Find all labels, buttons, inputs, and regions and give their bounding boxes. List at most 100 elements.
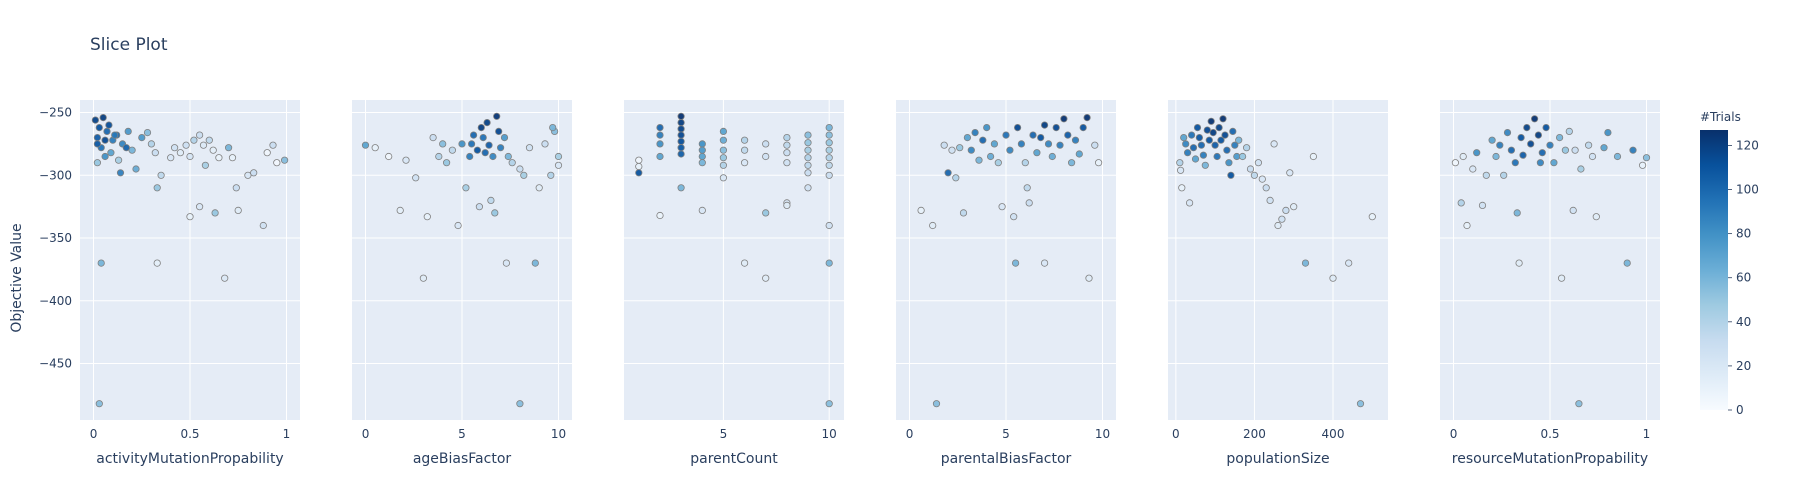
- data-point[interactable]: [402, 156, 410, 164]
- data-point[interactable]: [1585, 141, 1593, 149]
- data-point[interactable]: [1006, 146, 1014, 154]
- data-point[interactable]: [1223, 146, 1231, 154]
- data-point[interactable]: [1056, 141, 1064, 149]
- data-point[interactable]: [124, 127, 132, 135]
- data-point[interactable]: [948, 146, 956, 154]
- data-point[interactable]: [1478, 201, 1487, 209]
- data-point[interactable]: [435, 152, 443, 161]
- data-point[interactable]: [1193, 124, 1202, 132]
- data-point[interactable]: [1571, 146, 1579, 154]
- data-point[interactable]: [719, 146, 728, 154]
- data-point[interactable]: [1199, 151, 1208, 159]
- data-point[interactable]: [698, 146, 706, 154]
- data-point[interactable]: [762, 274, 770, 282]
- data-point[interactable]: [1588, 152, 1597, 161]
- data-point[interactable]: [196, 131, 204, 139]
- data-point[interactable]: [1243, 144, 1251, 152]
- data-point[interactable]: [1531, 115, 1539, 123]
- data-point[interactable]: [1191, 155, 1200, 163]
- data-point[interactable]: [1270, 140, 1278, 148]
- data-point[interactable]: [1023, 184, 1031, 192]
- data-point[interactable]: [1177, 166, 1185, 174]
- data-point[interactable]: [225, 144, 233, 152]
- data-point[interactable]: [1079, 124, 1087, 132]
- data-point[interactable]: [677, 144, 685, 152]
- data-point[interactable]: [656, 211, 664, 220]
- data-point[interactable]: [91, 116, 100, 124]
- data-point[interactable]: [520, 171, 528, 179]
- data-point[interactable]: [825, 400, 833, 408]
- data-point[interactable]: [825, 154, 833, 162]
- data-point[interactable]: [1203, 126, 1211, 134]
- data-point[interactable]: [1613, 152, 1622, 161]
- data-point[interactable]: [1197, 141, 1206, 149]
- data-point[interactable]: [1513, 209, 1521, 217]
- data-point[interactable]: [1534, 131, 1543, 139]
- data-point[interactable]: [740, 146, 749, 154]
- data-point[interactable]: [99, 114, 107, 122]
- data-point[interactable]: [1463, 221, 1471, 230]
- data-point[interactable]: [1290, 203, 1298, 211]
- data-point[interactable]: [1561, 146, 1570, 154]
- data-point[interactable]: [1600, 144, 1608, 152]
- data-point[interactable]: [361, 141, 370, 149]
- data-point[interactable]: [454, 221, 462, 230]
- data-point[interactable]: [967, 146, 975, 154]
- data-point[interactable]: [677, 112, 685, 120]
- data-point[interactable]: [107, 149, 115, 157]
- data-point[interactable]: [1201, 161, 1209, 169]
- data-point[interactable]: [493, 112, 501, 120]
- data-point[interactable]: [496, 144, 505, 152]
- data-point[interactable]: [1500, 171, 1508, 179]
- data-point[interactable]: [412, 174, 420, 182]
- data-point[interactable]: [153, 259, 161, 267]
- data-point[interactable]: [677, 150, 685, 158]
- data-point[interactable]: [1184, 149, 1192, 157]
- data-point[interactable]: [1451, 159, 1460, 167]
- data-point[interactable]: [983, 124, 991, 132]
- data-point[interactable]: [1213, 152, 1221, 161]
- data-point[interactable]: [1356, 400, 1365, 408]
- data-point[interactable]: [531, 259, 539, 267]
- data-point[interactable]: [101, 136, 109, 144]
- data-point[interactable]: [1569, 206, 1577, 214]
- data-point[interactable]: [1482, 171, 1490, 179]
- data-point[interactable]: [1052, 124, 1060, 132]
- data-point[interactable]: [1496, 141, 1504, 149]
- data-point[interactable]: [1017, 140, 1026, 148]
- data-point[interactable]: [1274, 221, 1282, 230]
- data-point[interactable]: [516, 400, 524, 408]
- data-point[interactable]: [132, 165, 140, 173]
- data-point[interactable]: [1246, 165, 1255, 173]
- data-point[interactable]: [825, 221, 833, 230]
- data-point[interactable]: [1542, 124, 1550, 132]
- data-point[interactable]: [1221, 131, 1229, 139]
- data-point[interactable]: [1075, 150, 1083, 158]
- data-point[interactable]: [115, 156, 123, 164]
- data-point[interactable]: [1250, 171, 1259, 179]
- data-point[interactable]: [1217, 136, 1225, 144]
- data-point[interactable]: [783, 141, 791, 149]
- data-point[interactable]: [479, 134, 487, 142]
- data-point[interactable]: [1083, 114, 1091, 122]
- data-point[interactable]: [944, 169, 952, 177]
- data-point[interactable]: [656, 140, 664, 148]
- data-point[interactable]: [263, 149, 271, 157]
- data-point[interactable]: [95, 400, 103, 408]
- data-point[interactable]: [1329, 274, 1337, 282]
- data-point[interactable]: [1523, 124, 1531, 132]
- data-point[interactable]: [740, 159, 749, 167]
- data-point[interactable]: [1527, 140, 1535, 148]
- data-point[interactable]: [128, 146, 136, 154]
- data-point[interactable]: [1507, 146, 1516, 154]
- data-point[interactable]: [489, 152, 497, 161]
- data-point[interactable]: [153, 184, 161, 192]
- data-point[interactable]: [979, 136, 987, 144]
- data-point[interactable]: [101, 152, 109, 161]
- data-point[interactable]: [439, 140, 447, 148]
- data-point[interactable]: [190, 136, 198, 144]
- data-point[interactable]: [535, 184, 543, 192]
- data-point[interactable]: [466, 152, 474, 161]
- data-point[interactable]: [804, 139, 812, 147]
- data-point[interactable]: [143, 129, 152, 137]
